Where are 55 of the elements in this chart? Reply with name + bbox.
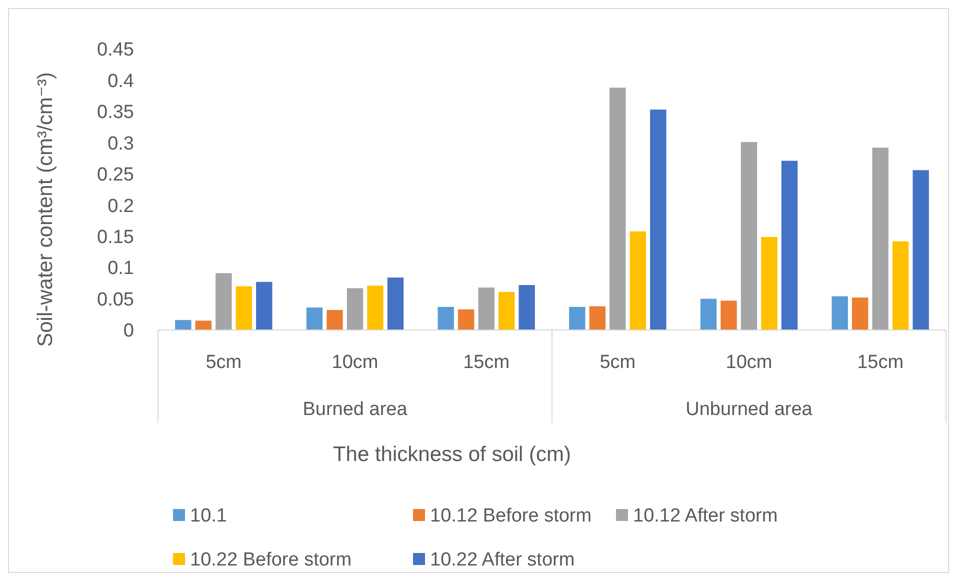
legend-label: 10.22 Before storm [190,550,352,571]
bar [630,231,646,330]
x-tick-label: 5cm [206,352,242,373]
legend-label: 10.1 [190,506,227,527]
y-tick-label: 0.45 [97,40,134,61]
y-tick-label: 0 [123,320,134,342]
x-tick-label: 10cm [726,352,772,373]
x-axis-title: The thickness of soil (cm) [332,443,572,466]
bar [216,273,232,330]
bar [236,286,252,330]
bar [761,236,778,330]
x-tick-label: 15cm [463,352,510,373]
bar [346,288,364,330]
y-tick-label: 0.15 [97,226,134,248]
bar [832,296,848,330]
bar [256,282,272,330]
bar [438,306,454,330]
bar [872,148,888,330]
y-tick-label: 0.35 [97,102,134,124]
y-tick-label: 0.4 [108,70,134,92]
x-tick-label: 5cm [600,352,636,373]
bar [650,110,666,330]
bar [912,170,929,330]
bar [892,241,909,330]
text: Burned area [302,399,408,420]
legend-label: 10.22 After storm [430,550,575,571]
x-tick-label: 10cm [332,352,378,373]
x-tick-label: 15cm [857,352,904,373]
y-tick-label: 0.2 [108,196,134,217]
legend-label: 10.12 Before storm [430,506,592,527]
bar [175,320,192,330]
bar [610,88,626,330]
bar [367,286,384,330]
legend-label: 10.12 After storm [633,506,778,527]
bar [569,306,586,330]
bar [387,278,404,330]
bar [498,292,515,330]
bar [458,309,474,330]
bar [740,142,758,330]
bar [518,285,535,330]
text: Unburned area [686,399,813,420]
y-tick-label: 0.25 [97,164,134,186]
bar [781,160,798,330]
bar [852,298,868,330]
bar [478,288,494,330]
y-tick-label: 0.05 [97,289,134,310]
bar [700,298,717,330]
bar [195,320,212,330]
y-axis-title: Soil-water content (cm³/cm⁻³) [34,72,57,347]
bar [306,308,323,330]
y-tick-label: 0.1 [108,258,134,280]
bar [326,310,343,330]
bar [589,306,606,330]
bar [720,300,737,330]
y-tick-label: 0.3 [108,133,134,154]
